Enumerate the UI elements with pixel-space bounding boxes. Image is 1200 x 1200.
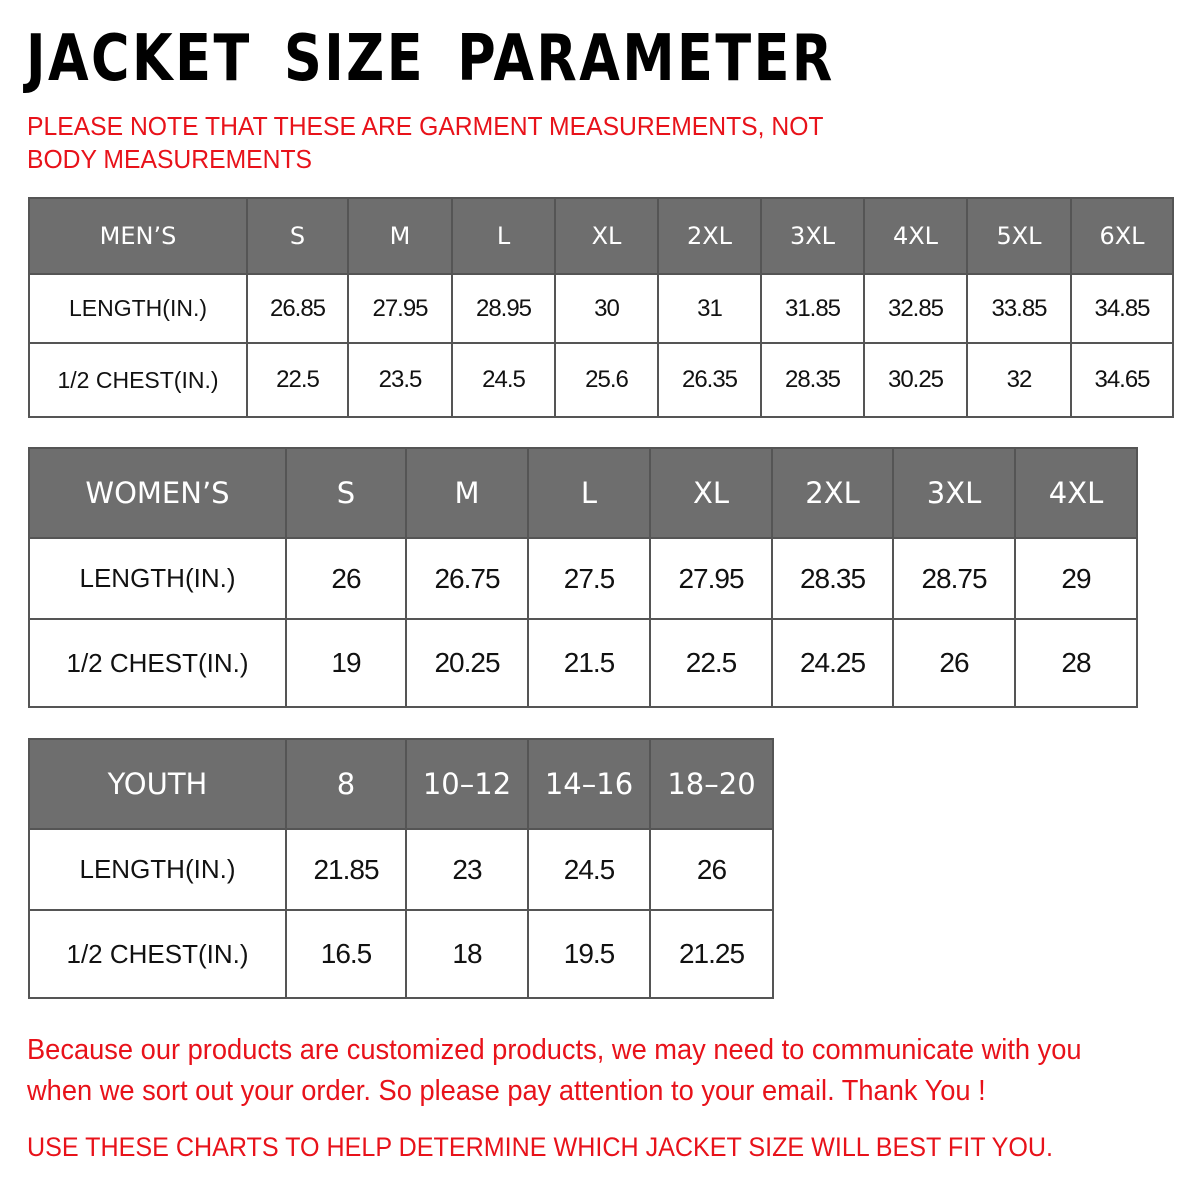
table-category-header: YOUTH bbox=[28, 738, 287, 830]
measurement-cell: 26 bbox=[649, 828, 774, 911]
footer-line-1: Because our products are customized prod… bbox=[27, 1034, 1082, 1066]
size-header-cell: S bbox=[246, 197, 349, 275]
table-header-row: WOMEN’S S M L XL 2XL 3XL 4XL bbox=[28, 447, 1138, 539]
measurement-cell: 30.25 bbox=[863, 342, 968, 418]
measurement-cell: 22.5 bbox=[649, 618, 773, 708]
measurement-cell: 32.85 bbox=[863, 273, 968, 344]
table-row: LENGTH(IN.) 26.85 27.95 28.95 30 31 31.85 32.85… bbox=[28, 273, 1174, 344]
measurement-cell: 26 bbox=[285, 537, 407, 620]
measurement-cell: 24.25 bbox=[771, 618, 894, 708]
measurement-note: PLEASE NOTE THAT THESE ARE GARMENT MEASU… bbox=[27, 111, 824, 174]
measurement-cell: 26.85 bbox=[246, 273, 349, 344]
measurement-cell: 19 bbox=[285, 618, 407, 708]
size-header-cell: M bbox=[347, 197, 453, 275]
size-header-cell: L bbox=[451, 197, 556, 275]
measurement-cell: 32 bbox=[966, 342, 1072, 418]
measurement-cell: 22.5 bbox=[246, 342, 349, 418]
table-header-row: YOUTH 8 10–12 14–16 18–20 bbox=[28, 738, 774, 830]
womens-size-table: WOMEN’S S M L XL 2XL 3XL 4XL LENGTH(IN.) 26 26.75 2… bbox=[28, 447, 1138, 708]
measurement-cell: 21.85 bbox=[285, 828, 407, 911]
measurement-cell: 31.85 bbox=[760, 273, 865, 344]
measurement-cell: 30 bbox=[554, 273, 659, 344]
measurement-cell: 28.75 bbox=[892, 537, 1016, 620]
measurement-cell: 34.85 bbox=[1070, 273, 1174, 344]
measurement-cell: 21.5 bbox=[527, 618, 651, 708]
measurement-cell: 31 bbox=[657, 273, 762, 344]
measurement-cell: 27.5 bbox=[527, 537, 651, 620]
measurement-cell: 23 bbox=[405, 828, 529, 911]
size-header-cell: L bbox=[527, 447, 651, 539]
measurement-cell: 27.95 bbox=[649, 537, 773, 620]
measurement-cell: 28.95 bbox=[451, 273, 556, 344]
table-row: LENGTH(IN.) 26 26.75 27.5 27.95 28.35 28.75 29 bbox=[28, 537, 1138, 620]
row-label-cell: LENGTH(IN.) bbox=[28, 273, 248, 344]
row-label-cell: 1/2 CHEST(IN.) bbox=[28, 342, 248, 418]
measurement-cell: 20.25 bbox=[405, 618, 529, 708]
measurement-cell: 25.6 bbox=[554, 342, 659, 418]
measurement-cell: 23.5 bbox=[347, 342, 453, 418]
measurement-cell: 24.5 bbox=[527, 828, 651, 911]
size-header-cell: M bbox=[405, 447, 529, 539]
measurement-cell: 24.5 bbox=[451, 342, 556, 418]
footer-message: Because our products are customized prod… bbox=[27, 1030, 1082, 1112]
size-header-cell: 8 bbox=[285, 738, 407, 830]
measurement-cell: 29 bbox=[1014, 537, 1138, 620]
measurement-cell: 28 bbox=[1014, 618, 1138, 708]
table-row: LENGTH(IN.) 21.85 23 24.5 26 bbox=[28, 828, 774, 911]
size-header-cell: 3XL bbox=[892, 447, 1016, 539]
size-header-cell: XL bbox=[649, 447, 773, 539]
measurement-cell: 26.35 bbox=[657, 342, 762, 418]
size-header-cell: 14–16 bbox=[527, 738, 651, 830]
table-row: 1/2 CHEST(IN.) 19 20.25 21.5 22.5 24.25 26 28 bbox=[28, 618, 1138, 708]
page-title: JACKET SIZE PARAMETER bbox=[26, 22, 835, 96]
table-category-header: MEN’S bbox=[28, 197, 248, 275]
table-row: 1/2 CHEST(IN.) 22.5 23.5 24.5 25.6 26.35 28.35… bbox=[28, 342, 1174, 418]
table-category-header: WOMEN’S bbox=[28, 447, 287, 539]
measurement-cell: 26.75 bbox=[405, 537, 529, 620]
size-header-cell: 6XL bbox=[1070, 197, 1174, 275]
measurement-cell: 33.85 bbox=[966, 273, 1072, 344]
measurement-cell: 28.35 bbox=[771, 537, 894, 620]
size-header-cell: 3XL bbox=[760, 197, 865, 275]
measurement-cell: 16.5 bbox=[285, 909, 407, 999]
size-header-cell: XL bbox=[554, 197, 659, 275]
measurement-cell: 28.35 bbox=[760, 342, 865, 418]
size-header-cell: 5XL bbox=[966, 197, 1072, 275]
measurement-cell: 27.95 bbox=[347, 273, 453, 344]
footer-instruction: USE THESE CHARTS TO HELP DETERMINE WHICH… bbox=[27, 1132, 1054, 1162]
measurement-cell: 19.5 bbox=[527, 909, 651, 999]
table-header-row: MEN’S S M L XL 2XL 3XL 4XL 5XL 6XL bbox=[28, 197, 1174, 275]
measurement-cell: 18 bbox=[405, 909, 529, 999]
measurement-cell: 26 bbox=[892, 618, 1016, 708]
mens-size-table: MEN’S S M L XL 2XL 3XL 4XL 5XL 6XL LENGTH(IN.) 26.8… bbox=[28, 197, 1174, 418]
size-header-cell: 18–20 bbox=[649, 738, 774, 830]
footer-line-2: when we sort out your order. So please p… bbox=[27, 1075, 986, 1107]
measurement-cell: 34.65 bbox=[1070, 342, 1174, 418]
size-header-cell: S bbox=[285, 447, 407, 539]
size-header-cell: 2XL bbox=[771, 447, 894, 539]
row-label-cell: LENGTH(IN.) bbox=[28, 537, 287, 620]
size-header-cell: 4XL bbox=[863, 197, 968, 275]
row-label-cell: LENGTH(IN.) bbox=[28, 828, 287, 911]
size-header-cell: 4XL bbox=[1014, 447, 1138, 539]
row-label-cell: 1/2 CHEST(IN.) bbox=[28, 909, 287, 999]
size-header-cell: 2XL bbox=[657, 197, 762, 275]
youth-size-table: YOUTH 8 10–12 14–16 18–20 LENGTH(IN.) 21.85 23 2… bbox=[28, 738, 774, 999]
row-label-cell: 1/2 CHEST(IN.) bbox=[28, 618, 287, 708]
size-header-cell: 10–12 bbox=[405, 738, 529, 830]
table-row: 1/2 CHEST(IN.) 16.5 18 19.5 21.25 bbox=[28, 909, 774, 999]
measurement-cell: 21.25 bbox=[649, 909, 774, 999]
